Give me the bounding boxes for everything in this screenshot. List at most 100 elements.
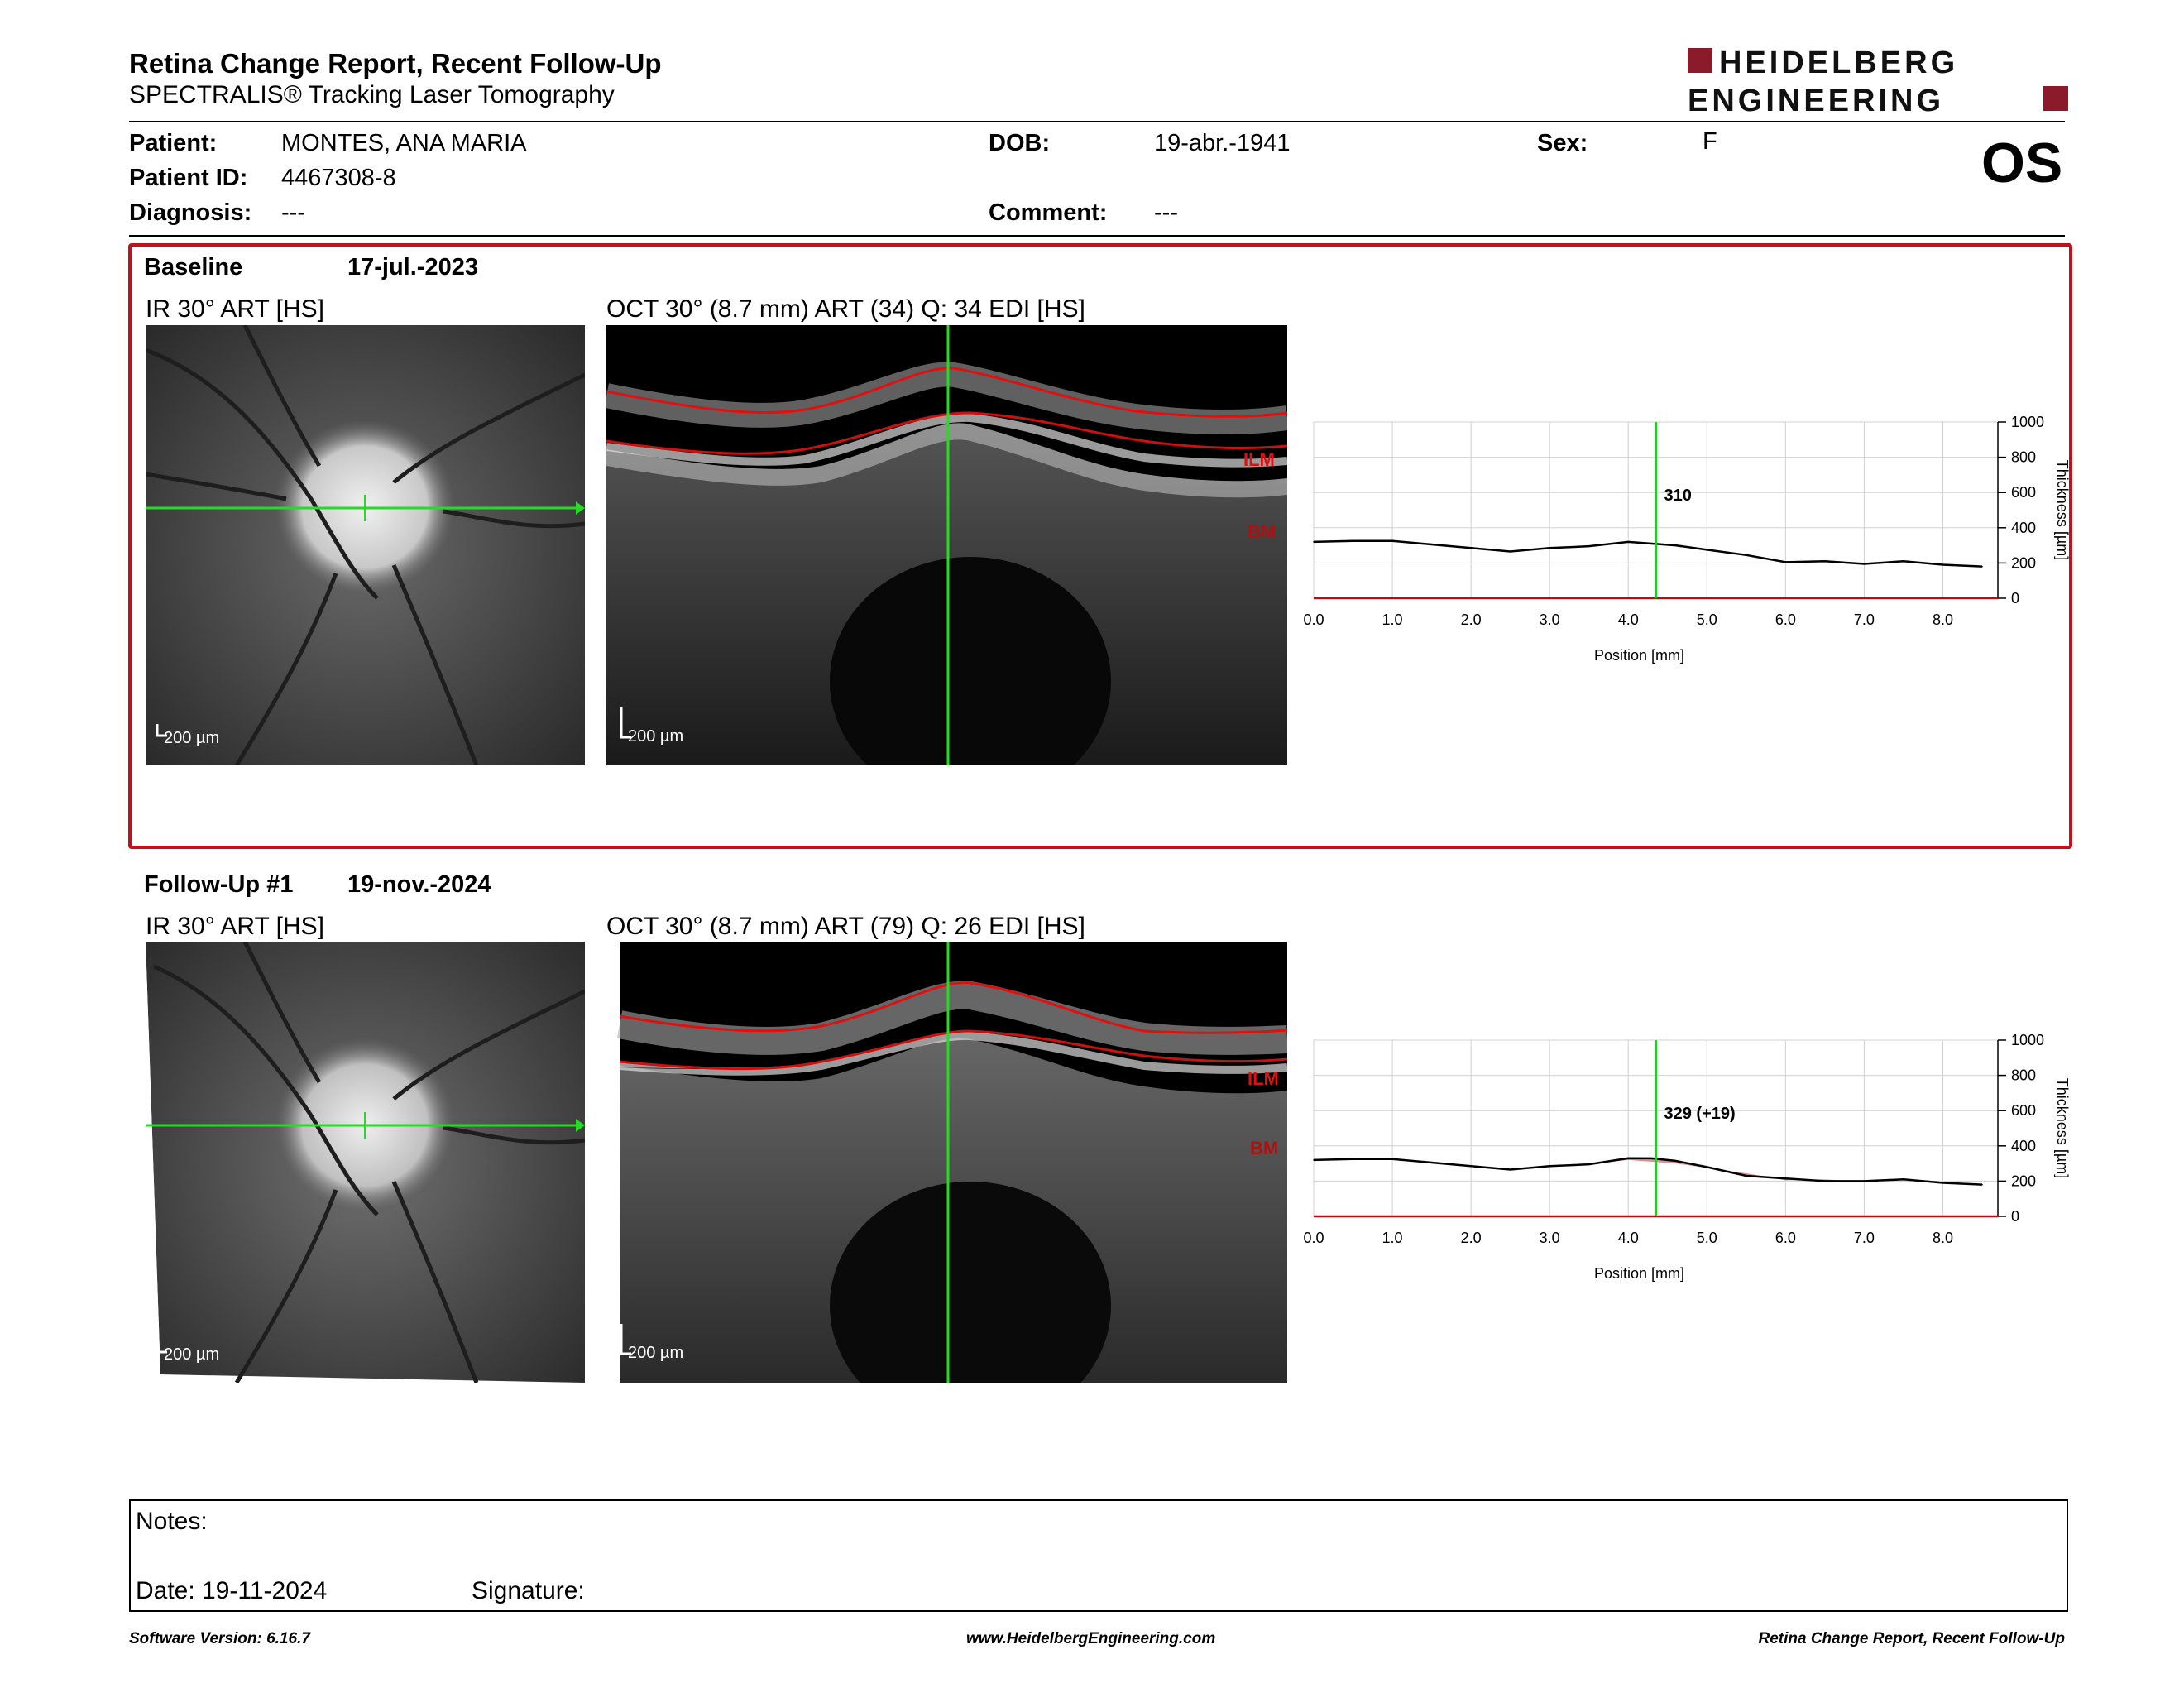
followup-oct-scan[interactable]: ILM BM 200 µm	[606, 942, 1287, 1383]
followup-oct-caption: OCT 30° (8.7 mm) ART (79) Q: 26 EDI [HS]	[606, 913, 1085, 940]
thickness-point	[1588, 545, 1590, 547]
thickness-point	[1509, 550, 1511, 553]
patient-id-label: Patient ID:	[129, 165, 248, 191]
thickness-point	[1706, 1166, 1708, 1168]
thickness-point	[1588, 1163, 1590, 1165]
followup-thickness-chart: 0.0 1.0 2.0 3.0 4.0 5.0 6.0 7.0 8.0 0 200 400 600 800…	[1303, 1032, 2071, 1282]
y-tick-label: 0	[2011, 590, 2019, 607]
notes-box[interactable]	[129, 1499, 2068, 1612]
y-tick-label: 600	[2011, 1102, 2036, 1119]
baseline-ilm-label: ILM	[1243, 449, 1275, 470]
thickness-point	[1746, 1175, 1747, 1177]
x-tick-label: 6.0	[1775, 1230, 1796, 1246]
y-tick-label: 800	[2011, 449, 2036, 466]
baseline-ir-scale: 200 µm	[164, 729, 220, 747]
svg-text:ENGINEERING: ENGINEERING	[1688, 84, 1944, 116]
thickness-point	[1549, 1165, 1550, 1168]
position-marker-value: 329 (+19)	[1664, 1105, 1736, 1123]
diagnosis-value: ---	[281, 199, 305, 226]
thickness-point	[1352, 1158, 1354, 1160]
thickness-point	[1627, 541, 1630, 543]
date-label: Date: 19-11-2024	[136, 1577, 328, 1604]
followup-ilm-label: ILM	[1248, 1068, 1279, 1089]
dob-value: 19-abr.-1941	[1154, 130, 1291, 156]
thickness-point	[1313, 1159, 1315, 1161]
baseline-oct-scan[interactable]: ILM BM 200 µm	[606, 325, 1287, 765]
thickness-point	[1746, 554, 1747, 556]
thickness-point	[1674, 544, 1677, 546]
followup-ir-caption: IR 30° ART [HS]	[146, 913, 324, 940]
footer-report-name: Retina Change Report, Recent Follow-Up	[1758, 1630, 2065, 1647]
report-title: Retina Change Report, Recent Follow-Up	[129, 48, 662, 79]
thickness-point	[1674, 1160, 1677, 1162]
thickness-point	[1981, 565, 1983, 568]
thickness-point	[1430, 1162, 1433, 1163]
header-divider	[129, 121, 2065, 122]
comment-label: Comment:	[989, 199, 1108, 226]
baseline-oct-scale: 200 µm	[628, 727, 684, 746]
notes-label: Notes:	[136, 1508, 208, 1535]
x-tick-label: 4.0	[1618, 1230, 1639, 1246]
thickness-point	[1903, 560, 1904, 563]
thickness-point	[1824, 560, 1826, 563]
baseline-label: Baseline	[144, 254, 243, 281]
x-tick-label: 3.0	[1540, 1230, 1560, 1246]
thickness-point	[1549, 547, 1550, 549]
x-tick-label: 6.0	[1775, 611, 1796, 628]
baseline-ir-image[interactable]: 200 µm	[146, 325, 585, 765]
x-tick-label: 4.0	[1618, 611, 1639, 628]
baseline-date: 17-jul.-2023	[347, 254, 478, 281]
thickness-point	[1470, 1165, 1472, 1168]
followup-oct-scale: 200 µm	[628, 1344, 684, 1362]
y-tick-label: 400	[2011, 1138, 2036, 1154]
x-tick-label: 7.0	[1854, 611, 1875, 628]
thickness-point	[1627, 1157, 1630, 1159]
patient-name: MONTES, ANA MARIA	[281, 130, 527, 156]
x-tick-label: 8.0	[1933, 1230, 1953, 1246]
x-axis-label: Position [mm]	[1594, 1265, 1684, 1282]
patient-divider	[129, 235, 2065, 237]
x-tick-label: 2.0	[1461, 611, 1482, 628]
footer-website[interactable]: www.HeidelbergEngineering.com	[966, 1630, 1216, 1647]
dob-label: DOB:	[989, 130, 1051, 156]
followup-label: Follow-Up #1	[144, 871, 294, 898]
x-tick-label: 2.0	[1461, 1230, 1482, 1246]
thickness-point	[1824, 1180, 1826, 1182]
y-tick-label: 1000	[2011, 414, 2044, 430]
thickness-point	[1784, 561, 1787, 563]
baseline-thickness-chart: 0.0 1.0 2.0 3.0 4.0 5.0 6.0 7.0 8.0 0 200 400 600 800…	[1303, 414, 2071, 664]
followup-ir-scale: 200 µm	[164, 1345, 220, 1364]
x-tick-label: 5.0	[1697, 1230, 1717, 1246]
baseline-bm-label: BM	[1248, 521, 1276, 542]
thickness-point	[1706, 549, 1708, 551]
x-tick-label: 8.0	[1933, 611, 1953, 628]
x-tick-label: 7.0	[1854, 1230, 1875, 1246]
thickness-point	[1650, 1158, 1653, 1159]
thickness-point	[1863, 1180, 1866, 1182]
thickness-point	[1942, 563, 1944, 566]
position-marker-value: 310	[1664, 487, 1692, 505]
eye-indicator: OS	[1981, 132, 2063, 194]
x-axis-label: Position [mm]	[1594, 647, 1684, 664]
patient-id: 4467308-8	[281, 165, 396, 191]
thickness-point	[1903, 1178, 1904, 1181]
thickness-point	[1981, 1183, 1983, 1186]
y-tick-label: 1000	[2011, 1032, 2044, 1048]
report-subtitle: SPECTRALIS® Tracking Laser Tomography	[129, 81, 615, 108]
thickness-point	[1784, 1177, 1787, 1180]
thickness-point	[1391, 539, 1393, 542]
x-tick-label: 0.0	[1303, 611, 1324, 628]
y-axis-label: Thickness [µm]	[2054, 1078, 2071, 1178]
thickness-point	[1430, 544, 1433, 545]
sex-value: F	[1703, 128, 1717, 155]
y-tick-label: 0	[2011, 1208, 2019, 1225]
thickness-point	[1391, 1158, 1393, 1160]
y-tick-label: 200	[2011, 554, 2036, 571]
followup-ir-image[interactable]: 200 µm	[146, 942, 585, 1383]
x-tick-label: 5.0	[1697, 611, 1717, 628]
baseline-oct-caption: OCT 30° (8.7 mm) ART (34) Q: 34 EDI [HS]	[606, 295, 1085, 323]
thickness-point	[1650, 543, 1653, 544]
thickness-point	[1942, 1182, 1944, 1184]
baseline-ir-caption: IR 30° ART [HS]	[146, 295, 324, 323]
diagnosis-label: Diagnosis:	[129, 199, 252, 226]
